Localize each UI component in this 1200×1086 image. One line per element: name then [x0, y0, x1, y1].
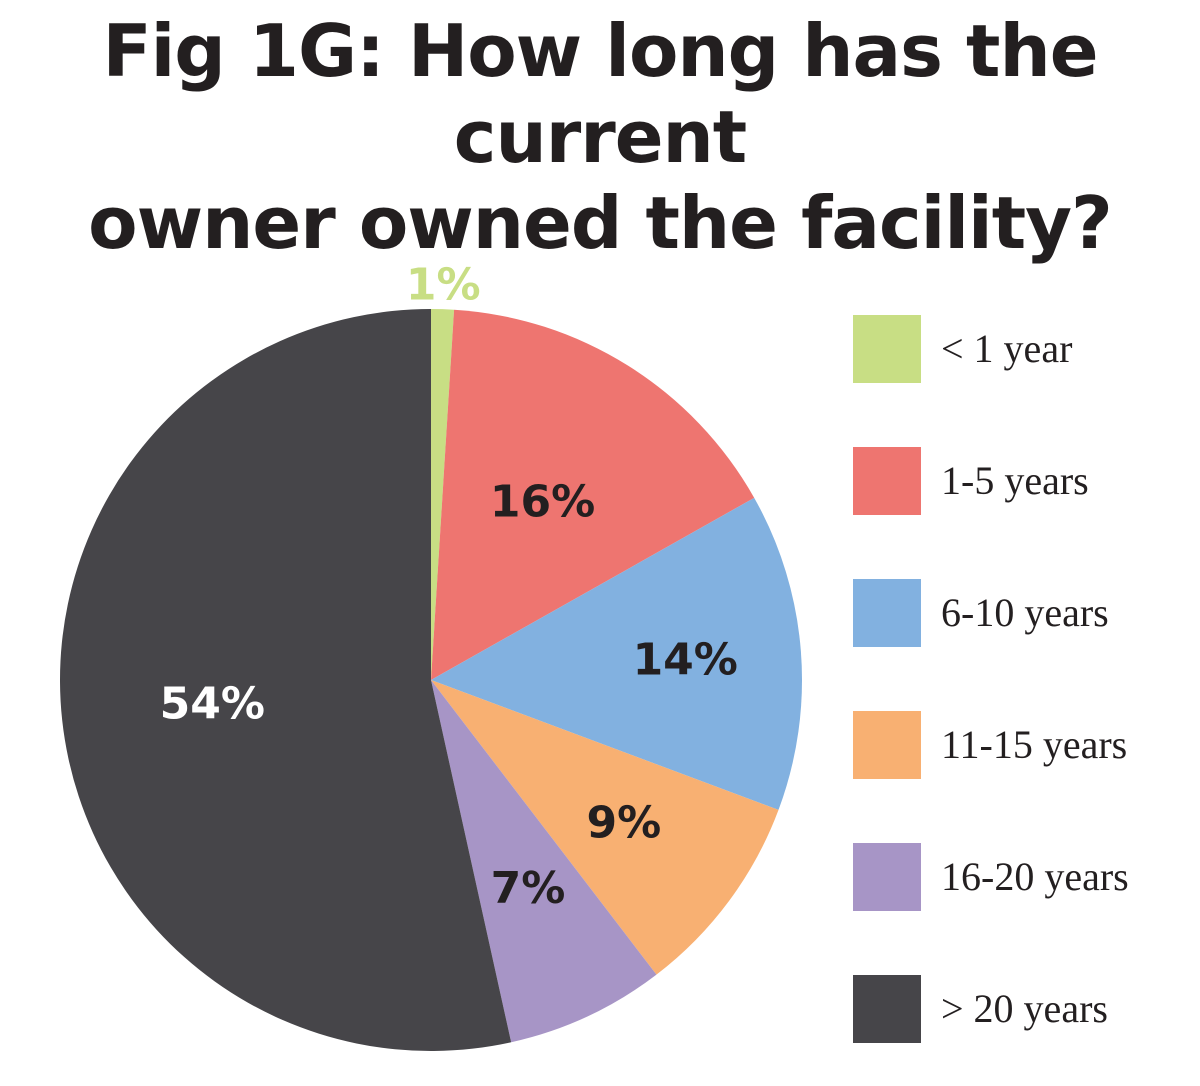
pie-label-16-20-years: 7%	[491, 863, 566, 914]
pie-labels: 1% 16% 14% 9% 7% 54%	[160, 260, 738, 914]
legend-label-1-5-years: 1-5 years	[941, 458, 1089, 503]
pie-slice-lt-1-year	[431, 309, 455, 680]
legend-swatch-lt-1-year	[853, 315, 921, 383]
legend-label-16-20-years: 16-20 years	[941, 854, 1129, 899]
pie-label-lt-1-year: 1%	[406, 260, 481, 311]
chart-title: Fig 1G: How long has the current owner o…	[0, 8, 1200, 266]
pie-label-gt-20-years: 54%	[160, 678, 265, 729]
chart-title-line-2: owner owned the facility?	[88, 181, 1113, 265]
pie-label-1-5-years: 16%	[490, 477, 595, 528]
legend-swatch-11-15-years	[853, 711, 921, 779]
legend-label-gt-20-years: > 20 years	[941, 986, 1108, 1031]
pie-label-11-15-years: 9%	[586, 797, 661, 848]
pie-slices	[59, 309, 802, 1051]
legend-label-6-10-years: 6-10 years	[941, 590, 1109, 635]
legend-swatch-16-20-years	[853, 843, 921, 911]
legend-swatch-6-10-years	[853, 579, 921, 647]
pie-slice-16-20-years	[431, 680, 657, 1043]
legend-swatch-1-5-years	[853, 447, 921, 515]
pie-slice-gt-20-years	[59, 309, 512, 1051]
legend-label-11-15-years: 11-15 years	[941, 722, 1127, 767]
pie-label-6-10-years: 14%	[633, 635, 738, 686]
pie-slice-6-10-years	[431, 497, 802, 810]
chart-title-line-1: Fig 1G: How long has the current	[102, 9, 1098, 179]
legend-swatch-gt-20-years	[853, 975, 921, 1043]
legend: < 1 year 1-5 years 6-10 years 11-15 years 16…	[853, 315, 1129, 1043]
legend-label-lt-1-year: < 1 year	[941, 326, 1072, 371]
pie-slice-11-15-years	[431, 680, 779, 975]
pie-slice-1-5-years	[431, 309, 755, 680]
